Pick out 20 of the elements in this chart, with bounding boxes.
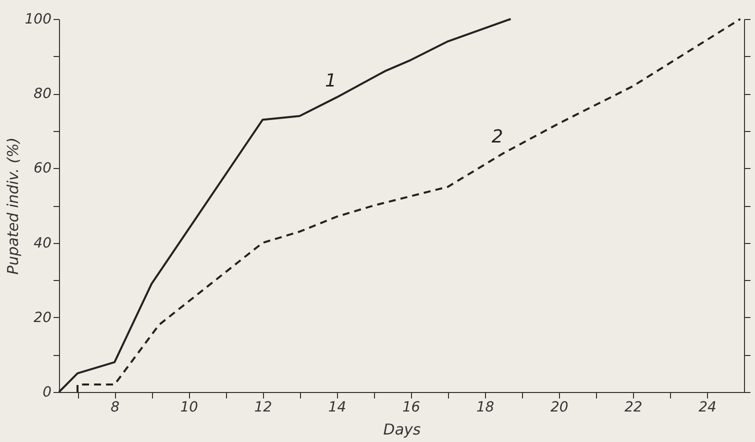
x-axis-title: Days	[383, 420, 421, 438]
x-tick-label: 16	[402, 400, 420, 416]
x-tick-label: 14	[328, 400, 346, 416]
x-tick-label: 10	[180, 400, 198, 416]
series-label: 2	[492, 126, 504, 148]
y-tick-label: 20	[34, 310, 52, 326]
y-tick-label: 80	[34, 86, 52, 102]
x-tick-label: 8	[110, 400, 120, 416]
y-axis-title: Pupated indiv. (%)	[4, 137, 22, 275]
y-tick-label: 40	[34, 235, 52, 252]
x-tick-label: 12	[254, 400, 272, 416]
x-tick-label: 24	[698, 400, 716, 416]
x-tick-label: 22	[624, 400, 642, 416]
y-tick-label: 100	[24, 12, 52, 28]
x-tick-label: 20	[550, 400, 568, 416]
line-series	[76, 18, 742, 393]
y-tick-label: 0	[42, 384, 52, 400]
y-tick-label: 60	[34, 160, 52, 177]
x-tick-label: 18	[476, 400, 494, 416]
series-label: 1	[324, 70, 336, 92]
